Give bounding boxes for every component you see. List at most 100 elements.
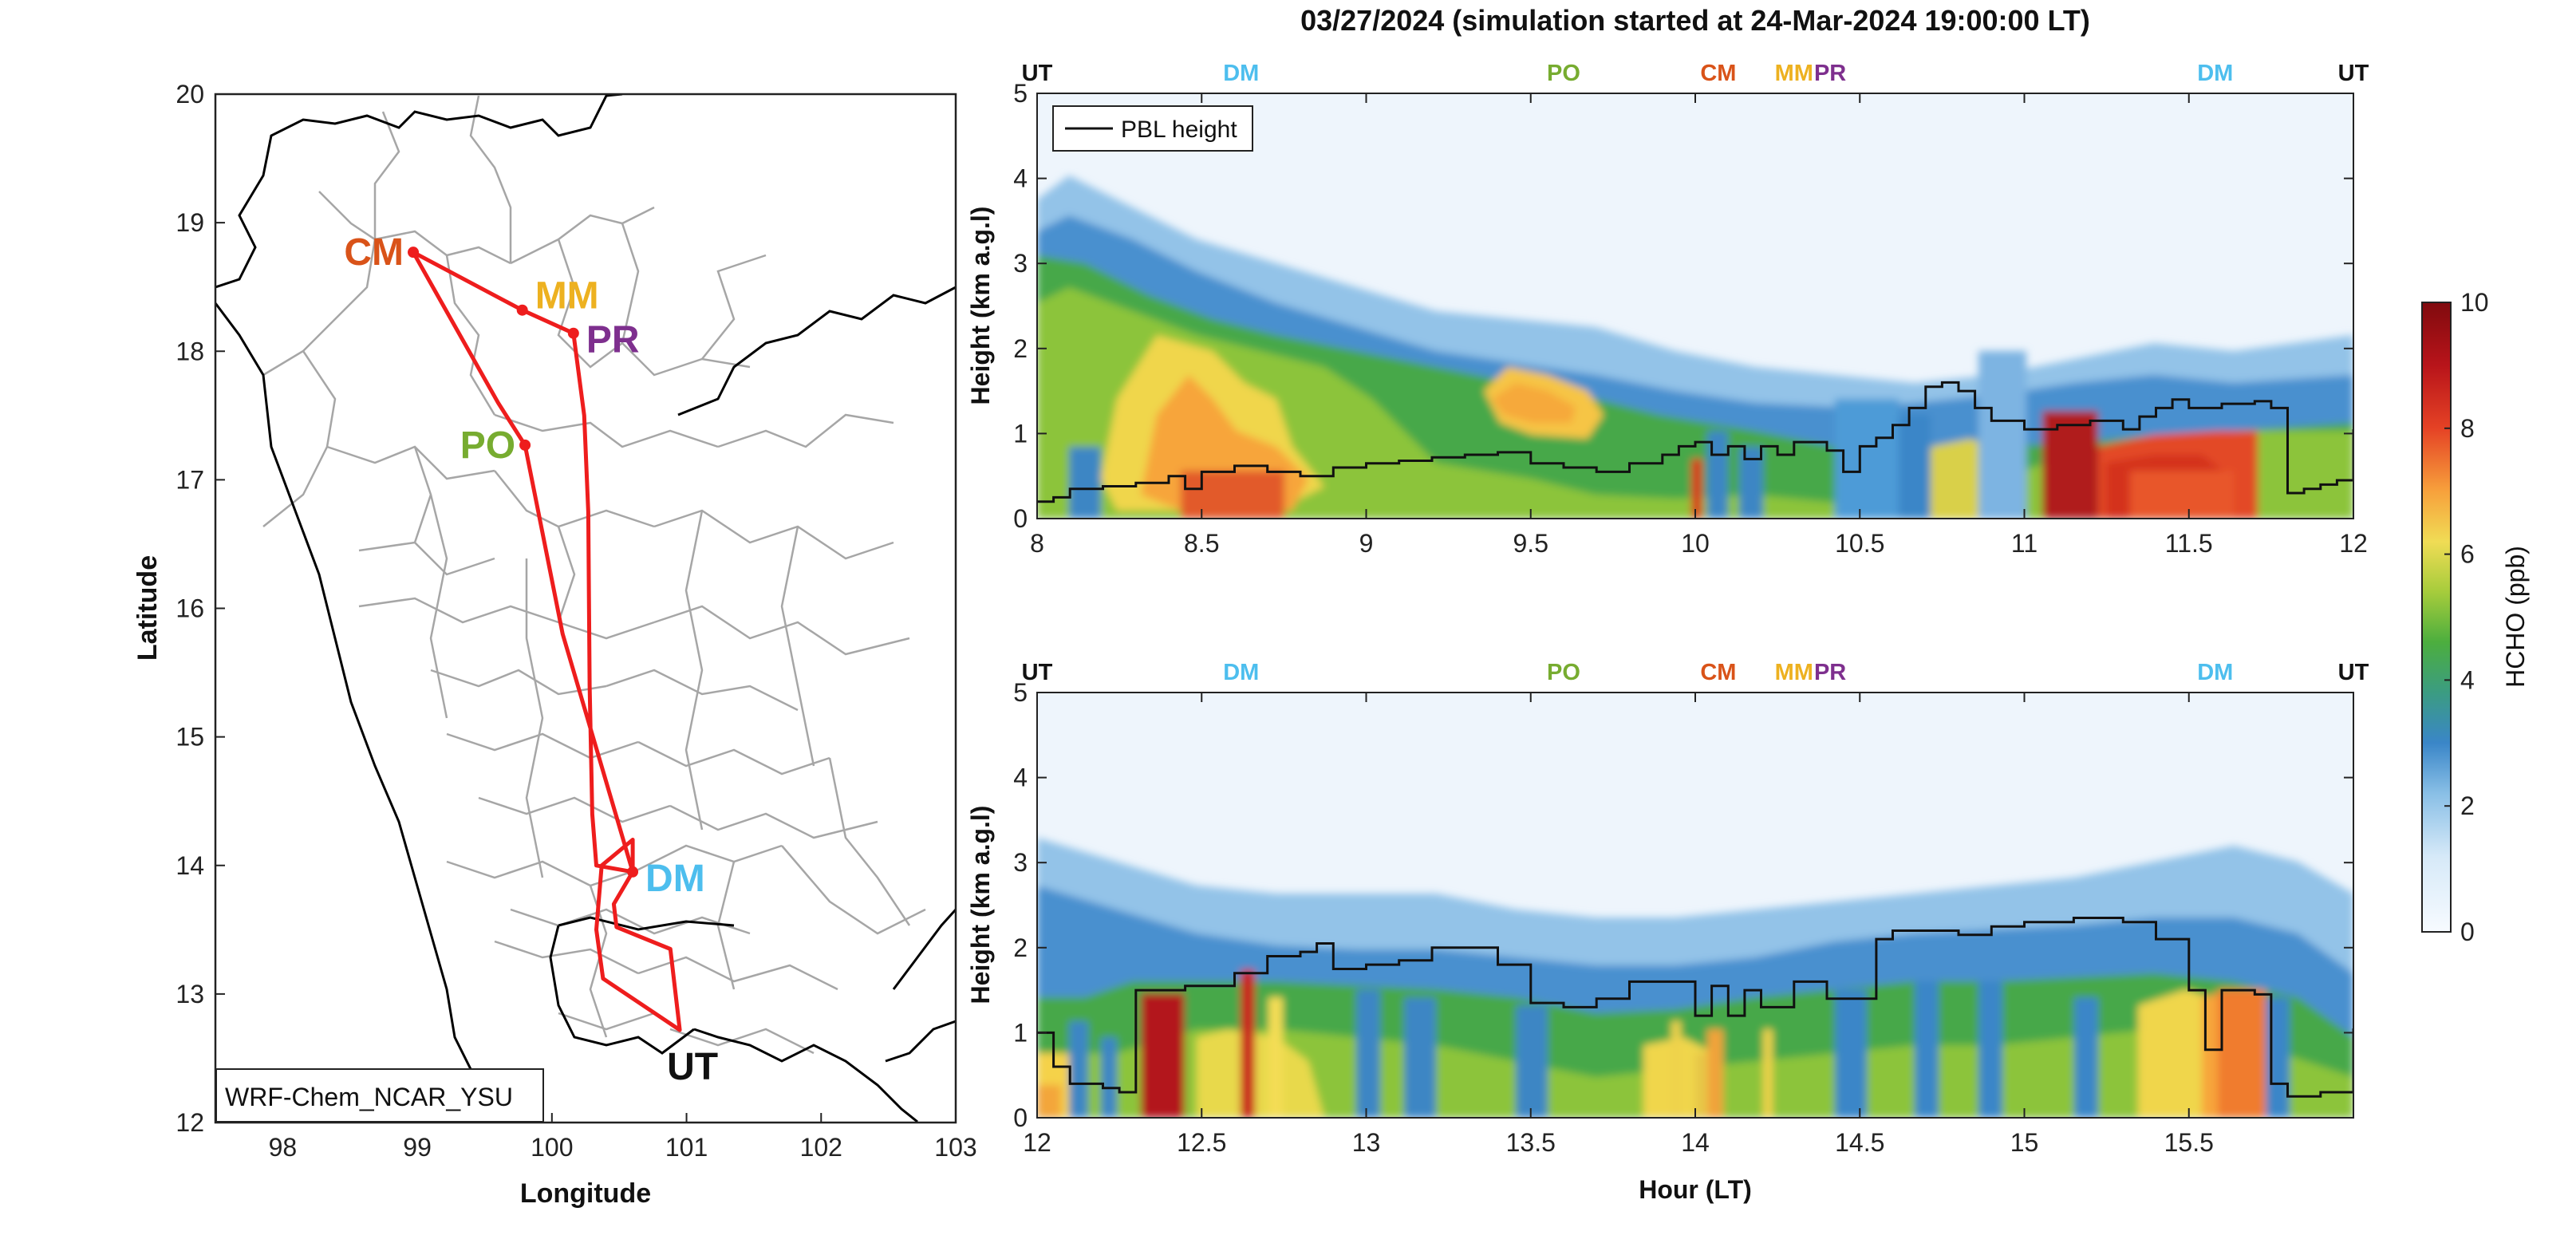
curtain-bottom-x-tick-label: 12 xyxy=(1023,1128,1051,1157)
pbl-height-line-top xyxy=(1037,381,2353,503)
curtain-top-site-label-ut: UT xyxy=(2338,61,2369,86)
map-x-tick-label: 102 xyxy=(800,1133,842,1162)
map-y-tick-label: 13 xyxy=(176,980,204,1008)
curtain-bottom-site-label-dm: DM xyxy=(1223,660,1259,685)
curtain-top-x-tick-label: 8 xyxy=(1030,529,1044,558)
map-x-tick-label: 103 xyxy=(934,1133,976,1162)
curtain-top-x-tick-label: 8.5 xyxy=(1184,529,1219,558)
site-label-ut: UT xyxy=(667,1046,718,1088)
curtain-bottom-site-label-dm: DM xyxy=(2197,660,2233,685)
coastline xyxy=(215,94,956,1123)
colorbar-tick-label: 10 xyxy=(2460,288,2489,317)
colorbar-gradient xyxy=(2421,302,2452,933)
flight-route xyxy=(411,250,682,1032)
colorbar-tick-label: 0 xyxy=(2460,917,2475,946)
curtain-top-site-label-po: PO xyxy=(1547,61,1580,86)
pbl-legend: PBL height xyxy=(1052,105,1253,152)
curtain-top-y-tick-label: 1 xyxy=(1013,419,1028,448)
site-marker-mm xyxy=(516,304,528,316)
curtain-bottom-site-labels: UT DM PO CM MM PR DM UT xyxy=(1022,660,2369,685)
site-marker-cm xyxy=(408,247,420,258)
curtain-bottom-x-tick-label: 13 xyxy=(1352,1128,1381,1157)
curtain-top-y-tick-label: 3 xyxy=(1013,249,1028,278)
colorbar-ticks: 0 2 4 6 8 10 xyxy=(2444,288,2489,946)
curtain-top-y-tick-label: 2 xyxy=(1013,334,1028,363)
site-marker-dm xyxy=(627,866,639,878)
map-y-tick-label: 16 xyxy=(176,594,204,623)
pbl-height-line-bottom xyxy=(1037,917,2353,1098)
curtain-top-x-tick-label: 9 xyxy=(1359,529,1374,558)
curtain-bottom-y-tick-label: 4 xyxy=(1013,764,1028,792)
site-marker-po xyxy=(519,439,531,451)
curtain-top-x-tick-label: 11.5 xyxy=(2165,529,2213,558)
curtain-top-x-tick-label: 12 xyxy=(2339,529,2368,558)
curtain-bottom-x-tick-label: 13.5 xyxy=(1506,1128,1556,1157)
site-label-po: PO xyxy=(460,424,515,467)
site-label-dm: DM xyxy=(645,858,705,900)
curtain-top-y-tick-label: 4 xyxy=(1013,164,1028,193)
curtain-bottom-site-label-mm: MM xyxy=(1775,660,1813,685)
pbl-legend-label: PBL height xyxy=(1121,116,1237,143)
curtain-bottom-site-label-cm: CM xyxy=(1700,660,1736,685)
curtain-bottom-x-tick-label: 15 xyxy=(2010,1128,2039,1157)
curtain-top-site-labels: UT DM PO CM MM PR DM UT xyxy=(1022,61,2369,86)
curtain-bottom-x-tick-label: 12.5 xyxy=(1177,1128,1226,1157)
site-marker-pr xyxy=(567,327,579,339)
curtain-top-y-label: Height (km a.g.l) xyxy=(966,207,995,405)
site-label-pr: PR xyxy=(586,319,640,361)
map-x-tick-label: 98 xyxy=(269,1133,298,1162)
curtain-top-site-label-cm: CM xyxy=(1700,61,1736,86)
colorbar-tick-label: 6 xyxy=(2460,540,2475,569)
curtain-bottom-x-tick-label: 14 xyxy=(1681,1128,1710,1157)
map-y-tick-label: 15 xyxy=(176,723,204,752)
curtain-bottom-x-tick-label: 14.5 xyxy=(1835,1128,1884,1157)
curtain-bottom-x-label: Hour (LT) xyxy=(1639,1175,1752,1204)
curtain-top-x-tick-label: 11 xyxy=(2011,529,2038,558)
map-x-axis-label: Longitude xyxy=(520,1178,651,1209)
curtain-bottom-y-tick-label: 5 xyxy=(1013,678,1028,707)
curtain-top-y-tick-label: 5 xyxy=(1013,79,1028,108)
map-y-tick-label: 17 xyxy=(176,465,204,494)
route-layer xyxy=(411,250,682,1032)
site-label-mm: MM xyxy=(535,275,599,318)
curtain-bottom-site-label-po: PO xyxy=(1547,660,1580,685)
colorbar-tick-label: 4 xyxy=(2460,665,2475,694)
map-y-tick-label: 18 xyxy=(176,337,204,365)
curtain-bottom-y-tick-label: 2 xyxy=(1013,933,1028,962)
curtain-bottom-site-label-ut: UT xyxy=(1022,660,1053,685)
colorbar-label: HCHO (ppb) xyxy=(2501,546,2530,688)
curtain-bottom-hcho-field xyxy=(1037,838,2353,1118)
curtain-top-x-tick-label: 10.5 xyxy=(1835,529,1884,558)
map-x-tick-label: 99 xyxy=(403,1133,432,1162)
map-y-tick-label: 12 xyxy=(176,1108,204,1137)
curtain-top-y-tick-label: 0 xyxy=(1013,504,1028,533)
model-label-box xyxy=(215,1068,544,1123)
curtain-top-x-tick-label: 10 xyxy=(1681,529,1710,558)
colorbar-tick-label: 2 xyxy=(2460,791,2475,820)
curtain-bottom-y-tick-label: 0 xyxy=(1013,1103,1028,1132)
colorbar-tick-label: 8 xyxy=(2460,414,2475,443)
map-axes: 98 99 100 101 102 103 12 13 14 15 16 17 18 19 20 xyxy=(176,80,976,1162)
map-y-tick-label: 14 xyxy=(176,851,204,880)
colorbar: 0 2 4 6 8 10 HCHO (ppb) xyxy=(2421,288,2530,946)
curtain-top-x-tick-label: 9.5 xyxy=(1513,529,1548,558)
curtain-bottom-site-label-pr: PR xyxy=(1814,660,1846,685)
curtain-top-site-label-dm: DM xyxy=(2197,61,2233,86)
model-label: WRF-Chem_NCAR_YSU xyxy=(225,1083,513,1111)
curtain-top-site-label-pr: PR xyxy=(1814,61,1846,86)
curtain-top-site-label-dm: DM xyxy=(1223,61,1259,86)
map-x-tick-label: 100 xyxy=(531,1133,573,1162)
curtain-top-site-label-ut: UT xyxy=(1022,61,1053,86)
curtain-bottom-y-tick-label: 3 xyxy=(1013,848,1028,877)
curtain-bottom-site-label-ut: UT xyxy=(2338,660,2369,685)
map-y-axis-label: Latitude xyxy=(132,555,163,661)
curtain-top-site-label-mm: MM xyxy=(1775,61,1813,86)
curtain-bottom-y-tick-label: 1 xyxy=(1013,1018,1028,1047)
